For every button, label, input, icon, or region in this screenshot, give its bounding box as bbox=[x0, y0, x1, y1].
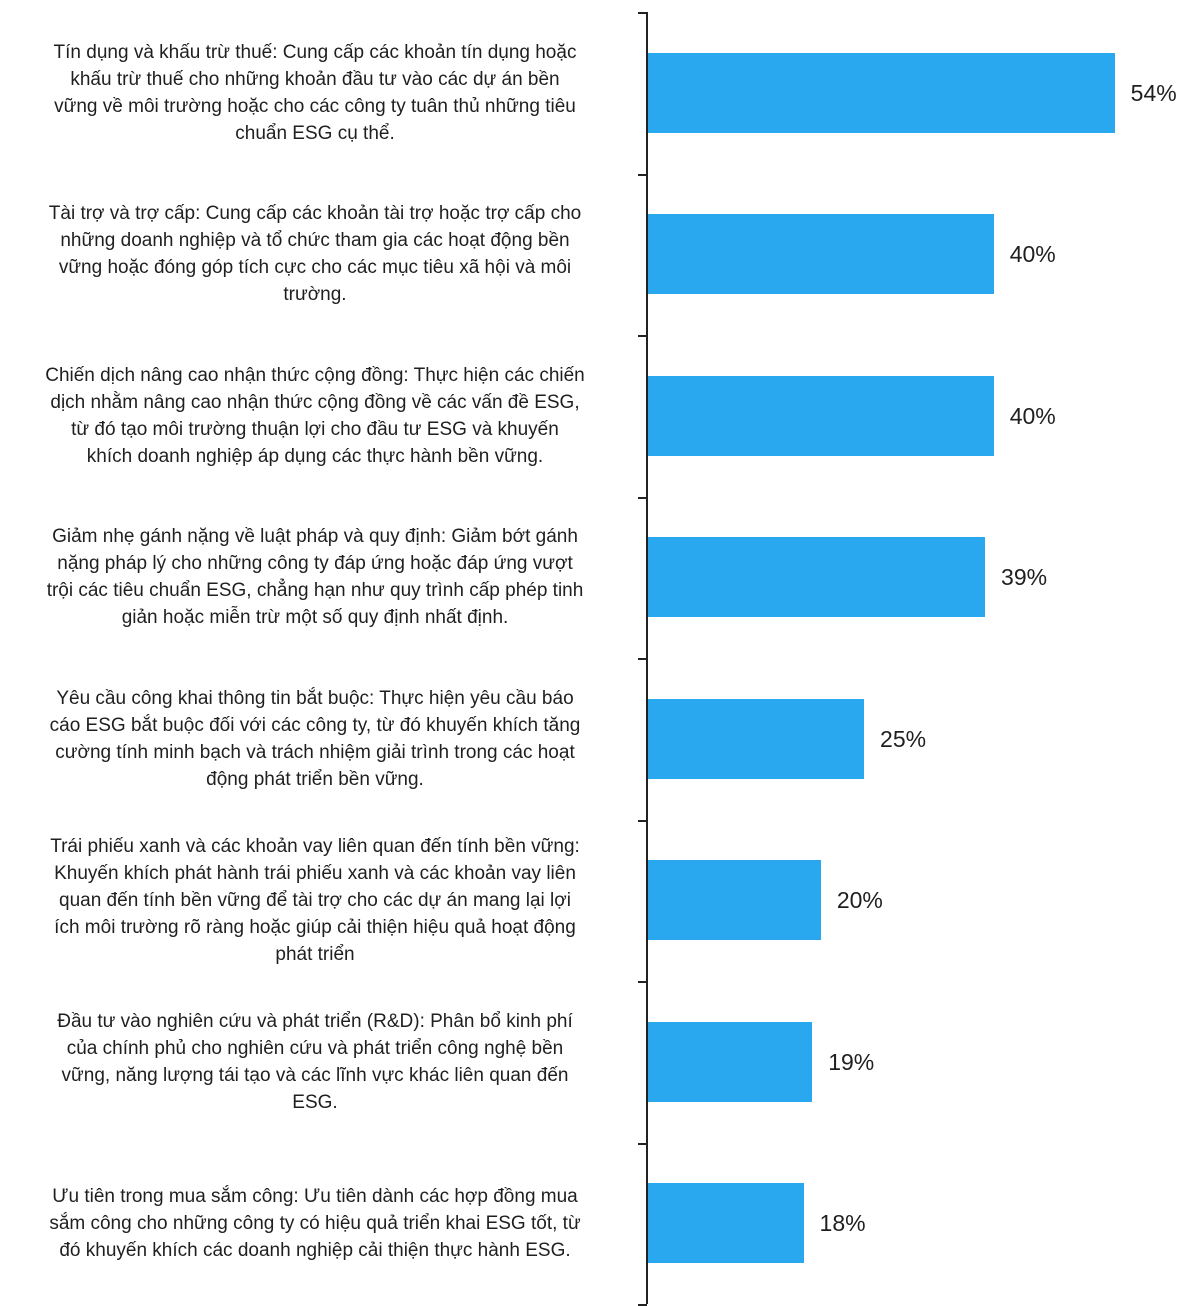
category-label-1: Tín dụng và khấu trừ thuế: Cung cấp các … bbox=[6, 39, 624, 147]
category-label-line: Ưu tiên trong mua sắm công: Ưu tiên dành… bbox=[52, 1185, 578, 1207]
category-label-7: Đầu tư vào nghiên cứu và phát triển (R&D… bbox=[6, 1008, 624, 1116]
category-label-line: chuẩn ESG cụ thể. bbox=[235, 122, 395, 144]
axis-tick bbox=[638, 658, 647, 660]
value-label-2: 40% bbox=[1009, 241, 1056, 268]
category-label-line: Khuyến khích phát hành trái phiếu xanh v… bbox=[54, 862, 576, 884]
category-label-line: dịch nhằm nâng cao nhận thức cộng đồng v… bbox=[50, 391, 580, 413]
category-label-line: Tín dụng và khấu trừ thuế: Cung cấp các … bbox=[53, 41, 577, 63]
value-label-1: 54% bbox=[1130, 79, 1177, 106]
bar-1 bbox=[648, 52, 1115, 133]
value-label-6: 20% bbox=[836, 887, 883, 914]
category-label-line: trội các tiêu chuẩn ESG, chẳng hạn như q… bbox=[46, 580, 584, 602]
bar-8 bbox=[648, 1183, 804, 1264]
category-label-line: Tài trợ và trợ cấp: Cung cấp các khoản t… bbox=[48, 203, 582, 225]
category-label-line: những doanh nghiệp và tổ chức tham gia c… bbox=[60, 230, 570, 252]
category-label-2: Tài trợ và trợ cấp: Cung cấp các khoản t… bbox=[6, 200, 624, 308]
category-label-line: Giảm nhẹ gánh nặng về luật pháp và quy đ… bbox=[52, 526, 578, 548]
value-label-4: 39% bbox=[1001, 564, 1048, 591]
category-label-line: quan đến tính bền vững để tài trợ cho cá… bbox=[59, 889, 571, 911]
axis-tick bbox=[638, 819, 647, 822]
axis-tick bbox=[638, 981, 647, 983]
category-label-line: nặng pháp lý cho những công ty đáp ứng h… bbox=[57, 553, 573, 575]
category-label-line: cường tính minh bạch và trách nhiệm giải… bbox=[55, 741, 575, 763]
category-label-line: cáo ESG bắt buộc đối với các công ty, từ… bbox=[49, 714, 581, 736]
category-label-line: từ đó tạo môi trường thuận lợi cho đầu t… bbox=[71, 418, 559, 440]
category-label-line: sắm công cho những công ty có hiệu quả t… bbox=[49, 1212, 581, 1234]
bar-6 bbox=[648, 860, 821, 941]
category-label-line: Chiến dịch nâng cao nhận thức cộng đồng:… bbox=[45, 364, 585, 386]
axis-tick bbox=[638, 12, 647, 14]
axis-tick bbox=[638, 496, 647, 499]
category-label-line: đó khuyến khích các doanh nghiệp cải thi… bbox=[59, 1239, 571, 1261]
category-label-5: Yêu cầu công khai thông tin bắt buộc: Th… bbox=[6, 685, 624, 793]
category-label-line: vững về môi trường hoặc cho các công ty … bbox=[54, 95, 576, 117]
category-label-8: Ưu tiên trong mua sắm công: Ưu tiên dành… bbox=[6, 1183, 624, 1264]
category-axis-line bbox=[646, 12, 648, 1304]
bar-2 bbox=[648, 214, 994, 295]
category-label-line: vững hoặc đóng góp tích cực cho các mục … bbox=[58, 257, 572, 279]
category-label-line: của chính phủ cho nghiên cứu và phát tri… bbox=[66, 1037, 564, 1059]
category-label-line: ESG. bbox=[292, 1091, 338, 1113]
axis-tick bbox=[638, 335, 647, 337]
category-label-line: khấu trừ thuế cho những khoản đầu tư vào… bbox=[70, 68, 560, 90]
value-label-7: 19% bbox=[828, 1048, 875, 1075]
value-label-5: 25% bbox=[880, 725, 927, 752]
bar-7 bbox=[648, 1021, 813, 1102]
axis-tick bbox=[638, 1142, 647, 1145]
category-label-line: động phát triển bền vững. bbox=[206, 768, 424, 790]
category-label-line: giản hoặc miễn trừ một số quy định nhất … bbox=[121, 607, 509, 629]
category-label-3: Chiến dịch nâng cao nhận thức cộng đồng:… bbox=[6, 362, 624, 470]
category-label-4: Giảm nhẹ gánh nặng về luật pháp và quy đ… bbox=[6, 523, 624, 631]
value-label-3: 40% bbox=[1009, 402, 1056, 429]
axis-tick bbox=[638, 173, 647, 176]
category-label-line: Yêu cầu công khai thông tin bắt buộc: Th… bbox=[56, 687, 574, 709]
category-label-line: vững, năng lượng tái tạo và các lĩnh vực… bbox=[61, 1064, 569, 1086]
category-label-line: trường. bbox=[283, 284, 347, 306]
category-label-line: khích doanh nghiệp áp dụng các thực hành… bbox=[86, 445, 544, 467]
value-label-8: 18% bbox=[819, 1210, 866, 1237]
category-label-line: Trái phiếu xanh và các khoản vay liên qu… bbox=[50, 835, 580, 857]
bar-4 bbox=[648, 537, 986, 618]
category-label-line: Đầu tư vào nghiên cứu và phát triển (R&D… bbox=[57, 1010, 573, 1032]
category-label-line: phát triển bbox=[275, 943, 355, 965]
category-label-6: Trái phiếu xanh và các khoản vay liên qu… bbox=[6, 833, 624, 968]
category-label-line: ích môi trường rõ ràng hoặc giúp cải thi… bbox=[54, 916, 576, 938]
bar-5 bbox=[648, 698, 865, 779]
bar-3 bbox=[648, 375, 994, 456]
